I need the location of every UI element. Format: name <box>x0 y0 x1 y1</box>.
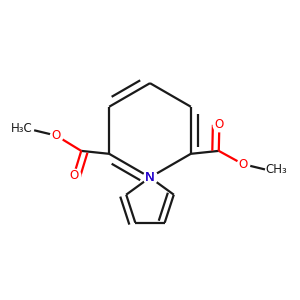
Text: N: N <box>145 171 155 184</box>
Text: CH₃: CH₃ <box>265 163 287 176</box>
Text: O: O <box>215 118 224 131</box>
Text: N: N <box>145 171 155 184</box>
Text: O: O <box>52 129 61 142</box>
Text: O: O <box>69 169 79 182</box>
Text: O: O <box>238 158 248 171</box>
Text: H₃C: H₃C <box>11 122 33 135</box>
